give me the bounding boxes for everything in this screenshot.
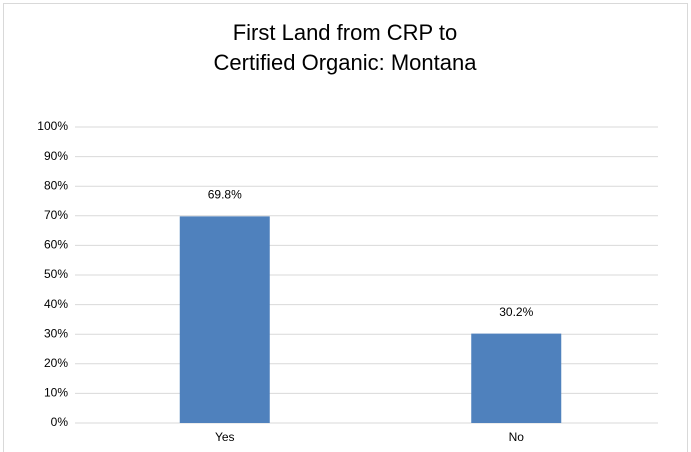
bar	[471, 333, 562, 423]
bar	[179, 216, 270, 423]
y-tick-label: 90%	[44, 149, 68, 163]
y-tick-label: 60%	[44, 238, 68, 252]
y-tick-label: 80%	[44, 178, 68, 192]
data-label: 30.2%	[499, 305, 533, 319]
data-label: 69.8%	[208, 188, 242, 202]
y-tick-label: 100%	[37, 119, 68, 133]
y-tick-label: 50%	[44, 267, 68, 281]
y-tick-label: 20%	[44, 356, 68, 370]
y-tick-label: 0%	[51, 415, 69, 429]
y-tick-label: 70%	[44, 208, 68, 222]
chart-title: First Land from CRP to Certified Organic…	[213, 20, 477, 75]
chart-border	[3, 3, 688, 452]
x-tick-label: No	[509, 430, 525, 444]
x-tick-label: Yes	[215, 430, 235, 444]
y-tick-label: 30%	[44, 326, 68, 340]
y-tick-label: 10%	[44, 386, 68, 400]
y-tick-label: 40%	[44, 297, 68, 311]
